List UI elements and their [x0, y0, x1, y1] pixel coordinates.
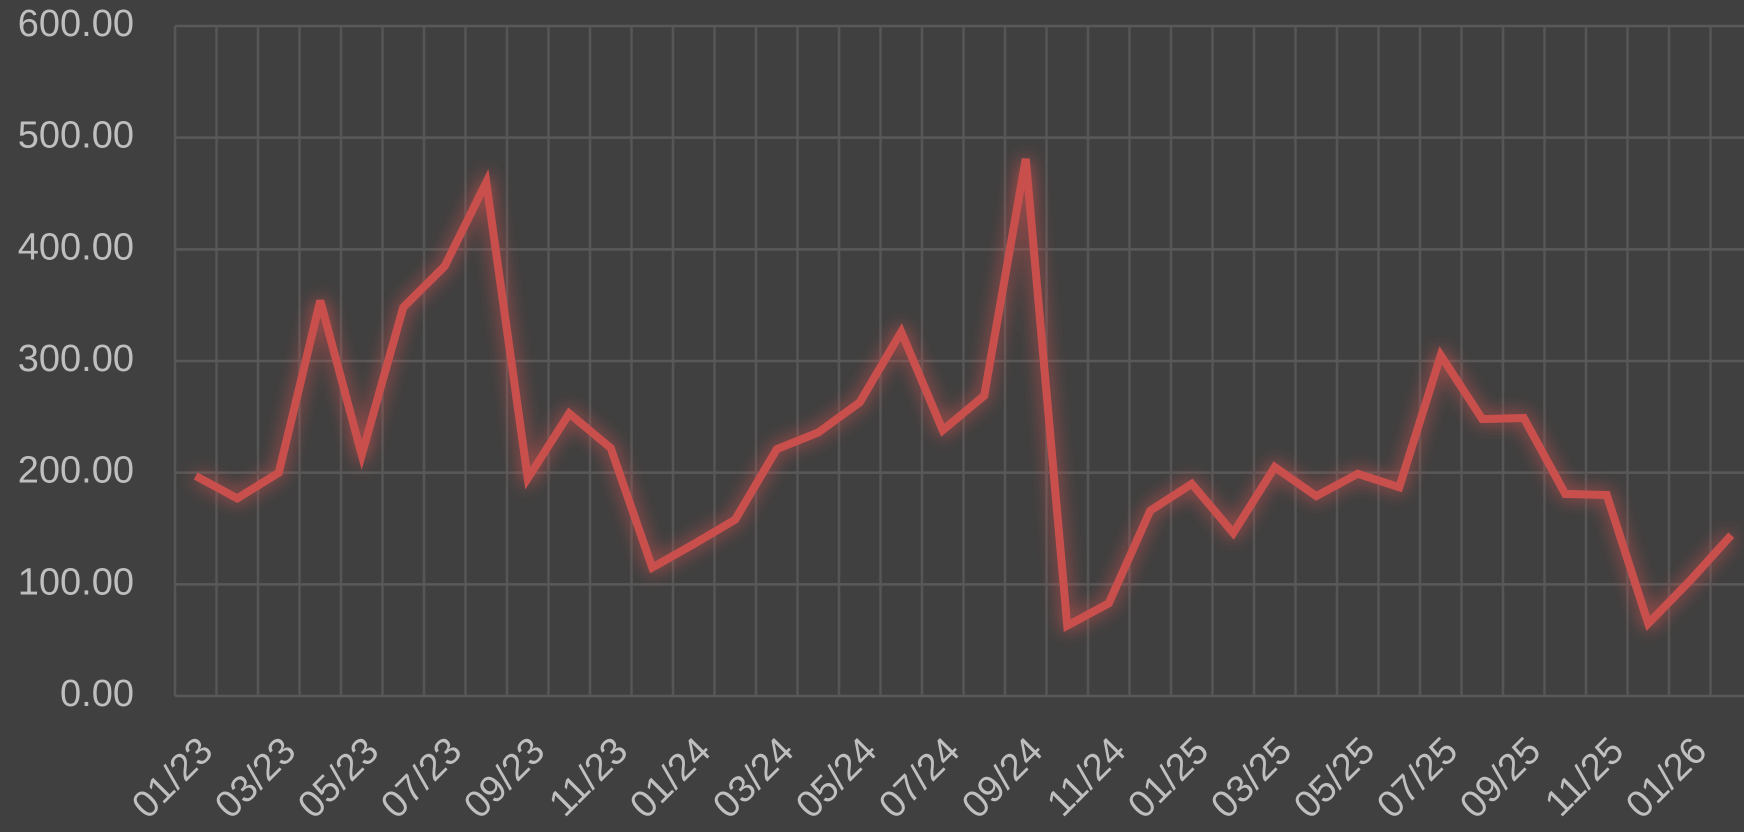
- y-tick-label: 0.00: [60, 673, 134, 715]
- line: [193, 158, 1735, 633]
- y-tick-label: 100.00: [18, 561, 134, 603]
- y-tick-label: 600.00: [18, 3, 134, 45]
- y-tick-label: 200.00: [18, 450, 134, 492]
- y-tick-label: 400.00: [18, 226, 134, 268]
- y-tick-label: 500.00: [18, 115, 134, 157]
- y-tick-label: 300.00: [18, 338, 134, 380]
